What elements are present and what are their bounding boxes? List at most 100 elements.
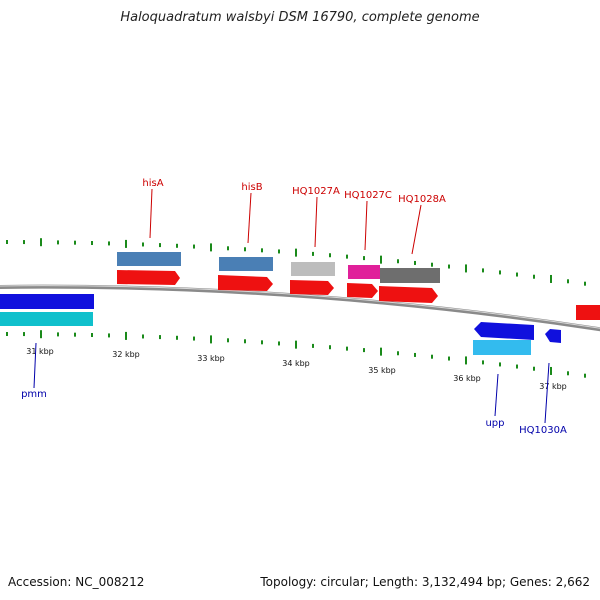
tick-top-26 bbox=[448, 264, 450, 269]
tick-bottom-18 bbox=[312, 343, 314, 348]
leader-HQ1028A bbox=[411, 204, 422, 255]
leader-HQ1030A bbox=[544, 362, 550, 424]
cds-arrow-HQ1027C bbox=[347, 283, 378, 298]
tick-bottom-17 bbox=[295, 340, 297, 349]
tick-bottom-1 bbox=[23, 332, 25, 337]
tick-bottom-4 bbox=[74, 332, 76, 337]
tick-bottom-5 bbox=[91, 333, 93, 338]
tick-top-31 bbox=[533, 274, 535, 279]
tick-top-4 bbox=[74, 240, 76, 245]
tick-top-33 bbox=[567, 279, 569, 284]
cds-arrow-upp bbox=[474, 322, 534, 340]
tick-bottom-34 bbox=[584, 373, 586, 378]
tick-top-25 bbox=[431, 262, 433, 267]
tick-top-21 bbox=[363, 256, 365, 261]
tick-bottom-3 bbox=[57, 332, 59, 337]
tick-bottom-15 bbox=[261, 340, 263, 345]
tick-top-2 bbox=[40, 238, 42, 247]
tick-top-8 bbox=[142, 242, 144, 247]
tick-top-18 bbox=[312, 251, 314, 256]
map-title: Haloquadratum walsbyi DSM 16790, complet… bbox=[120, 10, 480, 25]
label-leaders bbox=[33, 188, 550, 424]
tick-bottom-13 bbox=[227, 338, 229, 343]
kbp-label-35: 35 kbp bbox=[368, 366, 396, 375]
cds-arrow-HQ1028A bbox=[379, 286, 438, 303]
kbp-label-34: 34 kbp bbox=[282, 359, 310, 368]
cds-arrow-hisB bbox=[218, 275, 273, 291]
gene-bar-HQ1028A-darkgray bbox=[380, 268, 440, 283]
kbp-label-37: 37 kbp bbox=[539, 382, 567, 391]
tick-bottom-31 bbox=[533, 366, 535, 371]
tick-bottom-25 bbox=[431, 354, 433, 359]
tick-top-16 bbox=[278, 249, 280, 254]
tick-top-11 bbox=[193, 244, 195, 249]
genome-stats-text: Topology: circular; Length: 3,132,494 bp… bbox=[260, 575, 590, 589]
cds-arrow-hisA bbox=[117, 270, 180, 285]
tick-bottom-10 bbox=[176, 335, 178, 340]
tick-top-12 bbox=[210, 243, 212, 252]
cds-arrow-HQ1027A bbox=[290, 280, 334, 295]
gene-label-hisB: hisB bbox=[241, 182, 262, 193]
leader-upp bbox=[494, 373, 499, 417]
tick-bottom-11 bbox=[193, 336, 195, 341]
gene-bar-HQ1027A-gray bbox=[291, 262, 335, 276]
tick-bottom-24 bbox=[414, 352, 416, 357]
tick-top-28 bbox=[482, 268, 484, 273]
tick-top-32 bbox=[550, 274, 552, 283]
gene-bar-HQ1027C-magenta bbox=[348, 265, 380, 279]
tick-bottom-20 bbox=[346, 346, 348, 351]
tick-bottom-32 bbox=[550, 366, 552, 375]
tick-bottom-8 bbox=[142, 334, 144, 339]
tick-bottom-23 bbox=[397, 351, 399, 356]
tick-top-14 bbox=[244, 247, 246, 252]
kbp-label-32: 32 kbp bbox=[112, 350, 140, 359]
genome-backbone-highlight bbox=[0, 285, 600, 329]
accession-text: Accession: NC_008212 bbox=[8, 575, 145, 589]
tick-bottom-14 bbox=[244, 339, 246, 344]
gene-label-HQ1027C: HQ1027C bbox=[344, 190, 392, 201]
leader-HQ1027C bbox=[364, 200, 368, 251]
cds-row-forward bbox=[117, 270, 600, 320]
tick-bottom-29 bbox=[499, 362, 501, 367]
tick-bottom-6 bbox=[108, 333, 110, 338]
tick-top-30 bbox=[516, 272, 518, 277]
cds-bar-edge-right bbox=[576, 305, 600, 320]
leader-pmm bbox=[33, 342, 37, 389]
gene-bar-pmm-cyan bbox=[0, 312, 93, 326]
tick-bottom-27 bbox=[465, 356, 467, 365]
tick-bottom-28 bbox=[482, 360, 484, 365]
tick-top-5 bbox=[91, 241, 93, 246]
kbp-label-31: 31 kbp bbox=[26, 347, 54, 356]
tick-row-top bbox=[6, 238, 586, 286]
feature-row-upper bbox=[117, 252, 440, 283]
tick-top-29 bbox=[499, 270, 501, 275]
tick-bottom-26 bbox=[448, 356, 450, 361]
tick-top-0 bbox=[6, 240, 8, 245]
gene-label-hisA: hisA bbox=[142, 178, 163, 189]
tick-top-34 bbox=[584, 281, 586, 286]
tick-top-9 bbox=[159, 243, 161, 248]
tick-top-24 bbox=[414, 260, 416, 265]
tick-top-20 bbox=[346, 254, 348, 259]
tick-top-23 bbox=[397, 259, 399, 264]
tick-bottom-0 bbox=[6, 332, 8, 337]
genome-backbone bbox=[0, 284, 600, 332]
kbp-label-36: 36 kbp bbox=[453, 374, 481, 383]
leader-hisB bbox=[247, 192, 252, 244]
cds-bar-pmm-blue bbox=[0, 294, 94, 309]
tick-top-19 bbox=[329, 253, 331, 258]
leader-HQ1027A bbox=[314, 196, 318, 248]
gene-label-HQ1028A: HQ1028A bbox=[398, 194, 446, 205]
tick-bottom-7 bbox=[125, 331, 127, 340]
gene-bar-hisB-steelblue bbox=[219, 257, 273, 271]
gene-label-upp: upp bbox=[485, 418, 504, 429]
tick-bottom-22 bbox=[380, 347, 382, 356]
tick-bottom-9 bbox=[159, 335, 161, 340]
tick-bottom-19 bbox=[329, 345, 331, 350]
tick-top-27 bbox=[465, 264, 467, 273]
leader-hisA bbox=[149, 188, 153, 239]
tick-top-15 bbox=[261, 248, 263, 253]
cds-arrow-HQ1030A bbox=[545, 329, 561, 343]
tick-top-7 bbox=[125, 239, 127, 248]
